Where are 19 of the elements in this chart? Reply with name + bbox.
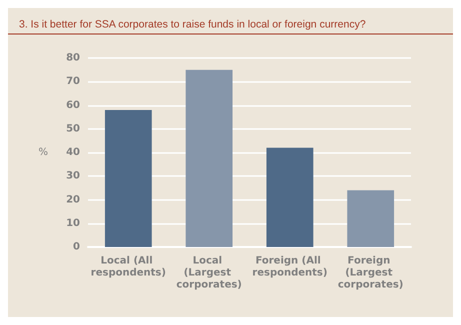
y-tick-label: 40 <box>66 147 80 158</box>
bar <box>104 110 152 247</box>
bar <box>266 148 314 247</box>
y-axis-title: % <box>38 147 48 158</box>
y-tick-label: 30 <box>66 170 80 182</box>
bar <box>186 70 233 247</box>
x-tick-label: Foreign (All respondents) <box>252 256 328 278</box>
bar <box>347 190 394 247</box>
y-tick-label: 20 <box>66 194 80 206</box>
y-tick-label: 70 <box>66 76 80 88</box>
y-tick-label: 60 <box>66 100 80 111</box>
x-tick-label: Local (Largest corporates) <box>176 256 242 290</box>
y-tick-label: 80 <box>66 52 80 64</box>
y-tick-label: 50 <box>66 123 80 134</box>
x-tick-label: Local (All respondents) <box>90 256 166 278</box>
chart-title: 3. Is it better for SSA corporates to raise funds in local or foreign currency? <box>19 18 366 30</box>
y-tick-label: 0 <box>73 242 80 252</box>
y-tick-label: 10 <box>66 218 80 229</box>
x-tick-label: Foreign (Largest corporates) <box>338 256 404 290</box>
